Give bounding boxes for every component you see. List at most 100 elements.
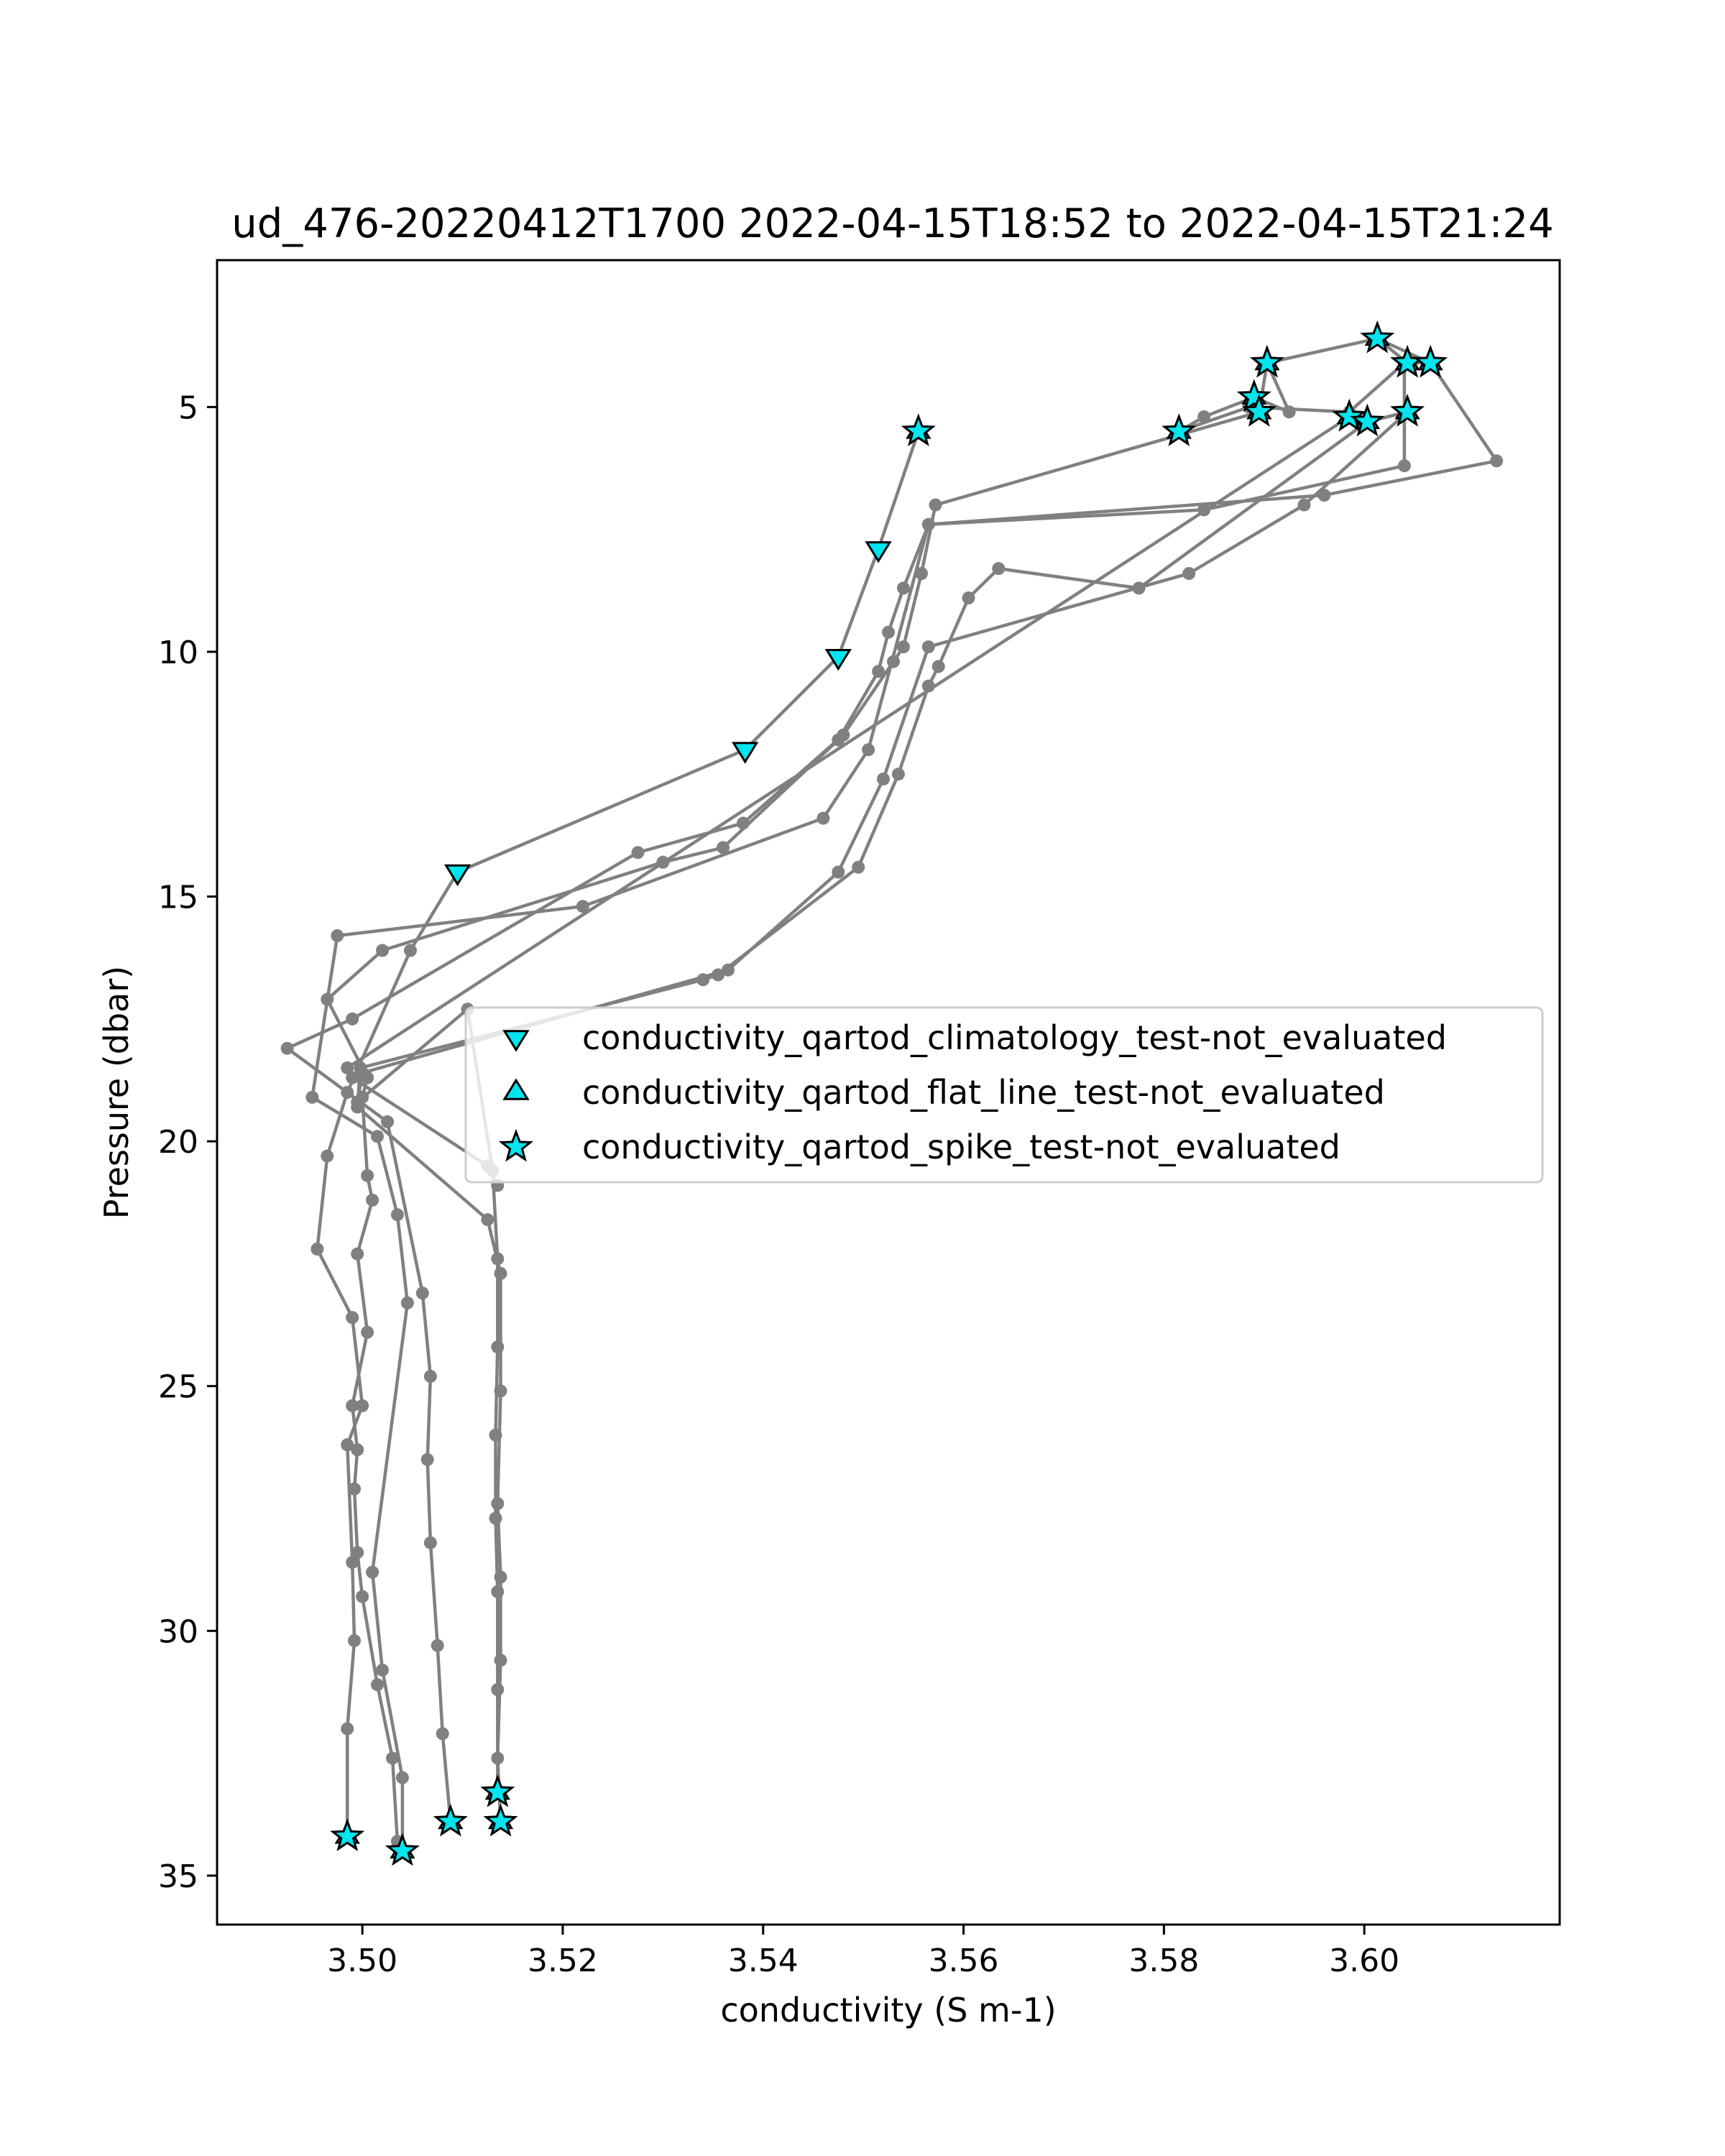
x-axis-label: conductivity (S m-1) [720, 1991, 1056, 2030]
profile-point [331, 929, 344, 942]
profile-point [494, 1267, 507, 1280]
profile-point [348, 1482, 361, 1496]
profile-point [371, 1130, 384, 1143]
profile-point [420, 1452, 434, 1466]
profile-point [366, 1565, 380, 1579]
profile-point [351, 1100, 364, 1114]
profile-point [494, 1570, 507, 1584]
profile-point [696, 973, 710, 987]
spike-marker [1413, 344, 1448, 378]
profile-point [1182, 567, 1196, 580]
y-tick-label: 25 [158, 1369, 198, 1406]
profile-point [722, 963, 735, 977]
profile-point [896, 581, 910, 595]
profile-point [862, 743, 875, 757]
profile-point [1132, 581, 1146, 595]
profile-point [491, 1252, 505, 1266]
axes: 3.50 3.52 3.54 3.56 3.58 3.60 5 10 15 20 25 30 35 [158, 390, 1399, 1979]
spike-marker [1162, 413, 1197, 446]
profile-point [1317, 489, 1331, 502]
profile-point [351, 1443, 364, 1457]
profile-point [321, 992, 334, 1006]
x-tick-label: 3.56 [929, 1943, 999, 1979]
climatology-marker [824, 649, 852, 671]
profile-point [354, 1061, 367, 1074]
profile-point [1282, 405, 1296, 419]
profile-point [395, 1771, 409, 1784]
plot-area [280, 320, 1504, 1866]
profile-point [386, 1751, 399, 1765]
profile-point [415, 1286, 429, 1300]
x-tick-label: 3.60 [1329, 1943, 1399, 1979]
profile-point [717, 841, 730, 854]
y-axis-label: Pressure (dbar) [97, 966, 136, 1219]
profile-point [962, 591, 975, 604]
profile-point [576, 900, 589, 913]
profile-point [491, 1497, 505, 1511]
legend-climatology-marker [502, 1030, 530, 1052]
profile-point [489, 1511, 502, 1525]
profile-line-10 [1266, 336, 1378, 365]
profile-point [376, 1663, 389, 1677]
profile-point [346, 1311, 359, 1325]
profile-point [896, 640, 910, 654]
y-tick-label: 35 [158, 1858, 198, 1895]
profile-point [310, 1243, 324, 1256]
profile-point [932, 660, 945, 673]
plot-frame [216, 259, 1561, 1926]
profile-point [891, 768, 905, 781]
profile-point [346, 1555, 359, 1569]
profile-point [346, 1399, 359, 1412]
profile-point [494, 1654, 507, 1667]
profile-point [631, 846, 645, 860]
profile-point [494, 1384, 507, 1398]
spike-marker [1332, 398, 1367, 432]
profile-point [423, 1536, 437, 1549]
profile-point [381, 1115, 394, 1128]
spike-marker [1241, 393, 1276, 427]
profile-point [1197, 410, 1211, 423]
spike-marker [385, 1833, 420, 1866]
profile-point [436, 1727, 449, 1741]
spike-marker [1390, 393, 1425, 427]
profile-point [491, 1585, 505, 1598]
profile-point [346, 1071, 359, 1084]
y-tick-label: 10 [158, 635, 198, 671]
spike-marker [480, 1774, 515, 1807]
profile-point [351, 1247, 364, 1261]
profile-point [852, 860, 865, 874]
profile-point [431, 1639, 444, 1652]
profile-point [356, 1590, 369, 1603]
legend-label: conductivity_qartod_flat_line_test-not_e… [582, 1073, 1385, 1112]
legend-label: conductivity_qartod_spike_test-not_evalu… [582, 1128, 1340, 1166]
climatology-marker [731, 742, 759, 764]
legend-box [464, 1006, 1544, 1184]
profile-line-1 [316, 430, 920, 1837]
profile-point [1397, 459, 1411, 473]
spike-marker [330, 1818, 365, 1851]
profile-point [341, 1061, 354, 1074]
spike-marker [1360, 320, 1395, 354]
profile-point [423, 1370, 437, 1383]
legend: conductivity_qartod_climatology_test-not… [464, 1006, 1544, 1184]
profile-point [404, 944, 417, 957]
profile-point [491, 1751, 505, 1765]
spike-marker [1249, 344, 1284, 378]
profile-point [321, 1149, 334, 1163]
profile-point [390, 1208, 404, 1222]
y-tick-label: 15 [158, 880, 198, 916]
profile-point [816, 811, 830, 825]
spike-marker [433, 1803, 468, 1837]
profile-point [305, 1090, 319, 1104]
profile-point [1297, 498, 1311, 512]
profile-point [491, 1340, 505, 1354]
profile-point [929, 498, 942, 512]
profile-point [400, 1296, 414, 1309]
y-tick-label: 5 [178, 390, 198, 426]
y-tick-label: 20 [158, 1124, 198, 1161]
profile-point [371, 1678, 384, 1692]
spike-marker [1236, 379, 1271, 413]
profile-point [356, 1399, 369, 1412]
profile-point [351, 1546, 364, 1560]
